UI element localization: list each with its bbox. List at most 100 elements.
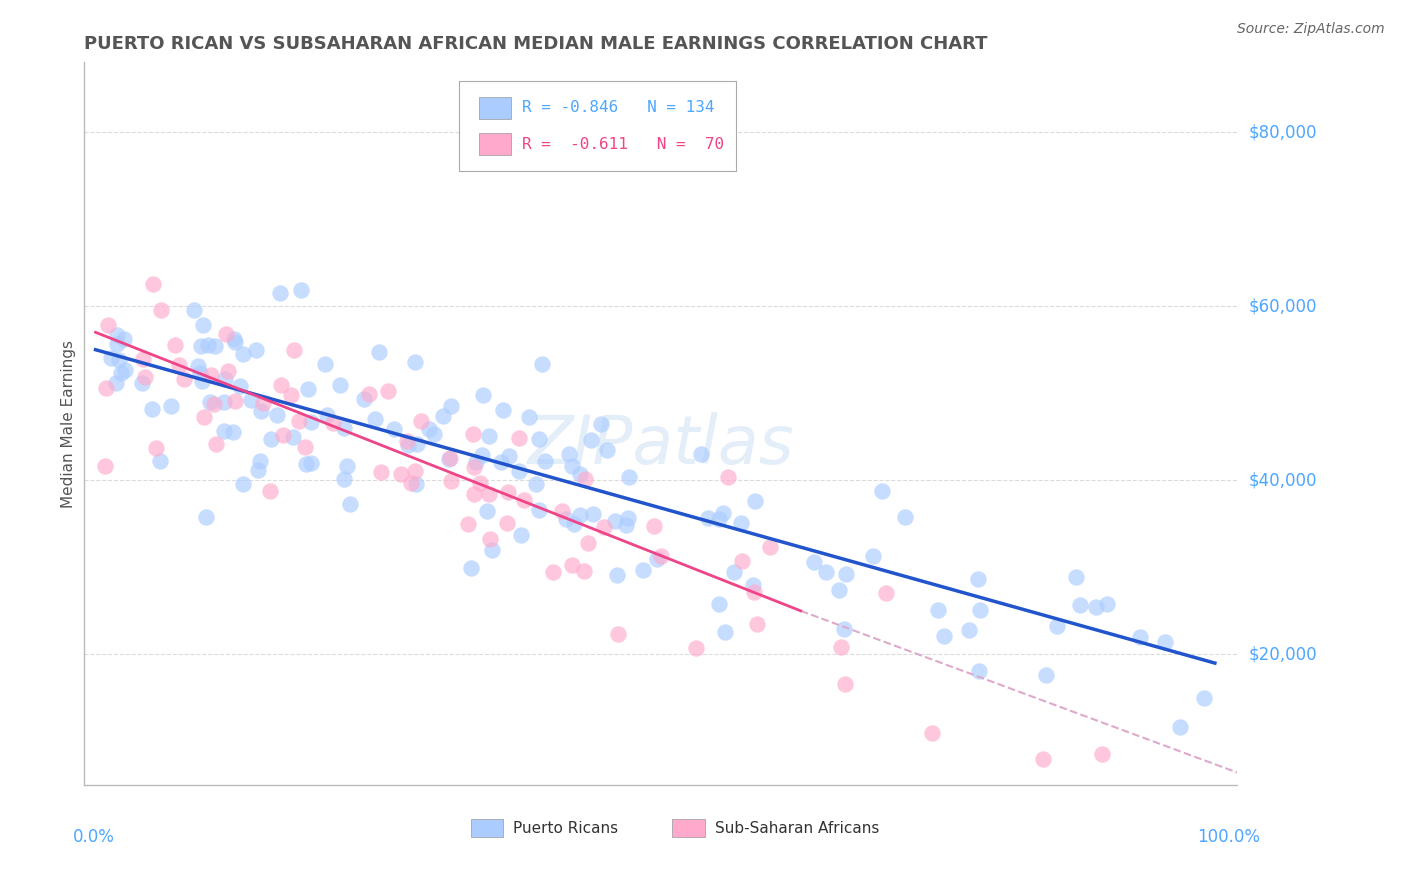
Point [105,327,128,342]
Point [134,370,156,384]
Point [359,387,381,401]
Point [1153,635,1175,649]
Point [707,597,730,611]
Point [200,368,222,382]
Point [131,351,153,366]
Point [481,542,503,557]
Point [440,475,463,489]
Point [524,476,547,491]
Point [232,347,254,361]
Point [204,436,226,450]
Point [921,726,943,740]
Point [832,622,855,636]
Point [273,428,295,442]
Point [463,426,485,441]
Point [173,372,195,386]
Point [370,465,392,479]
Point [1192,690,1215,705]
Point [643,518,665,533]
Point [100,351,122,365]
Point [266,409,288,423]
Point [513,492,536,507]
Point [650,549,672,563]
Point [294,440,316,454]
Point [932,629,955,643]
Point [1035,667,1057,681]
Point [555,512,578,526]
Point [690,447,713,461]
Point [198,395,221,409]
Text: $80,000: $80,000 [1249,123,1317,141]
Point [395,434,418,448]
Point [353,392,375,406]
Point [595,443,617,458]
Point [440,399,463,413]
Point [1085,600,1108,615]
Point [250,403,273,417]
Point [561,558,583,572]
Point [561,459,583,474]
Point [1069,599,1091,613]
Point [105,376,128,390]
Point [1064,570,1087,584]
Point [478,429,501,443]
Point [569,467,592,481]
Point [463,487,485,501]
Point [204,339,226,353]
Point [141,402,163,417]
Point [572,564,595,578]
Point [927,603,949,617]
Point [530,357,553,371]
Point [405,437,427,451]
Point [396,438,419,452]
Text: Sub-Saharan Africans: Sub-Saharan Africans [716,821,879,836]
Text: $60,000: $60,000 [1249,297,1317,315]
Point [382,422,405,436]
Point [510,528,533,542]
Point [870,483,893,498]
Point [1129,631,1152,645]
Point [332,472,354,486]
Point [114,363,136,377]
Point [105,337,128,351]
Point [288,414,311,428]
Point [404,464,426,478]
Point [593,519,616,533]
Point [329,378,352,392]
Point [195,509,218,524]
Text: PUERTO RICAN VS SUBSAHARAN AFRICAN MEDIAN MALE EARNINGS CORRELATION CHART: PUERTO RICAN VS SUBSAHARAN AFRICAN MEDIA… [84,35,988,53]
Point [437,451,460,466]
Point [260,432,283,446]
Point [232,477,254,491]
Point [957,623,980,637]
Point [875,586,897,600]
Point [314,358,336,372]
Point [322,416,344,430]
Point [569,508,592,523]
Point [405,476,427,491]
Point [582,507,605,521]
Point [1168,720,1191,734]
Point [744,493,766,508]
Point [269,286,291,301]
FancyBboxPatch shape [471,819,503,837]
Point [283,430,305,444]
Point [432,409,454,424]
Point [463,460,485,475]
Point [617,470,640,484]
Point [299,415,322,429]
Text: 100.0%: 100.0% [1198,829,1260,847]
Point [475,504,498,518]
Point [969,603,991,617]
Point [498,449,520,463]
Point [614,518,637,533]
Point [607,627,630,641]
Point [112,332,135,346]
Point [1095,597,1118,611]
FancyBboxPatch shape [478,97,510,119]
Point [591,417,613,431]
Point [167,358,190,372]
Point [149,454,172,468]
Point [574,472,596,486]
Point [217,364,239,378]
